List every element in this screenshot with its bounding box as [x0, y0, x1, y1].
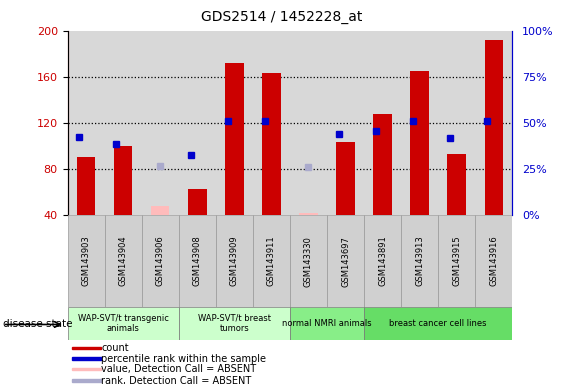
Bar [336, 142, 355, 215]
Bar [77, 157, 95, 215]
Bar [485, 40, 503, 215]
Text: value, Detection Call = ABSENT: value, Detection Call = ABSENT [101, 364, 256, 374]
Bar [179, 307, 290, 340]
Bar [475, 215, 512, 307]
Bar [72, 379, 101, 382]
Bar [290, 215, 327, 307]
Bar [401, 31, 438, 215]
Bar [105, 215, 142, 307]
Bar [142, 215, 179, 307]
Bar [142, 31, 179, 215]
Text: GSM143909: GSM143909 [230, 236, 239, 286]
Bar [216, 31, 253, 215]
Bar [253, 31, 290, 215]
Text: breast cancer cell lines: breast cancer cell lines [390, 319, 487, 328]
Bar [290, 31, 327, 215]
Bar [216, 215, 253, 307]
Bar [225, 63, 244, 215]
Bar [68, 307, 179, 340]
Text: GSM143330: GSM143330 [304, 236, 313, 286]
Text: GSM143908: GSM143908 [193, 236, 202, 286]
Bar [151, 206, 169, 215]
Text: rank, Detection Call = ABSENT: rank, Detection Call = ABSENT [101, 376, 251, 384]
Bar [68, 31, 105, 215]
Text: GSM143915: GSM143915 [452, 236, 461, 286]
Bar [179, 31, 216, 215]
Text: GSM143913: GSM143913 [415, 236, 424, 286]
Bar [72, 368, 101, 371]
Text: GDS2514 / 1452228_at: GDS2514 / 1452228_at [201, 10, 362, 23]
Bar [299, 213, 318, 215]
Bar [290, 307, 364, 340]
Bar [364, 307, 512, 340]
Text: percentile rank within the sample: percentile rank within the sample [101, 354, 266, 364]
Text: GSM143911: GSM143911 [267, 236, 276, 286]
Bar [327, 31, 364, 215]
Bar [253, 215, 290, 307]
Text: count: count [101, 343, 129, 353]
Bar [179, 215, 216, 307]
Bar [410, 71, 429, 215]
Text: WAP-SVT/t breast
tumors: WAP-SVT/t breast tumors [198, 314, 271, 333]
Bar [72, 347, 101, 349]
Bar [105, 31, 142, 215]
Bar [475, 31, 512, 215]
Text: disease state: disease state [3, 319, 72, 329]
Bar [373, 114, 392, 215]
Bar [364, 215, 401, 307]
Text: normal NMRI animals: normal NMRI animals [282, 319, 372, 328]
Bar [262, 73, 281, 215]
Text: GSM143891: GSM143891 [378, 236, 387, 286]
Text: GSM143904: GSM143904 [119, 236, 128, 286]
Bar [401, 215, 438, 307]
Bar [114, 146, 132, 215]
Bar [68, 215, 105, 307]
Bar [327, 215, 364, 307]
Text: GSM143906: GSM143906 [156, 236, 165, 286]
Text: GSM143697: GSM143697 [341, 236, 350, 286]
Bar [364, 31, 401, 215]
Bar [438, 31, 475, 215]
Text: GSM143916: GSM143916 [489, 236, 498, 286]
Bar [72, 358, 101, 360]
Bar [438, 215, 475, 307]
Bar [448, 154, 466, 215]
Text: WAP-SVT/t transgenic
animals: WAP-SVT/t transgenic animals [78, 314, 168, 333]
Bar [188, 189, 207, 215]
Text: GSM143903: GSM143903 [82, 236, 91, 286]
